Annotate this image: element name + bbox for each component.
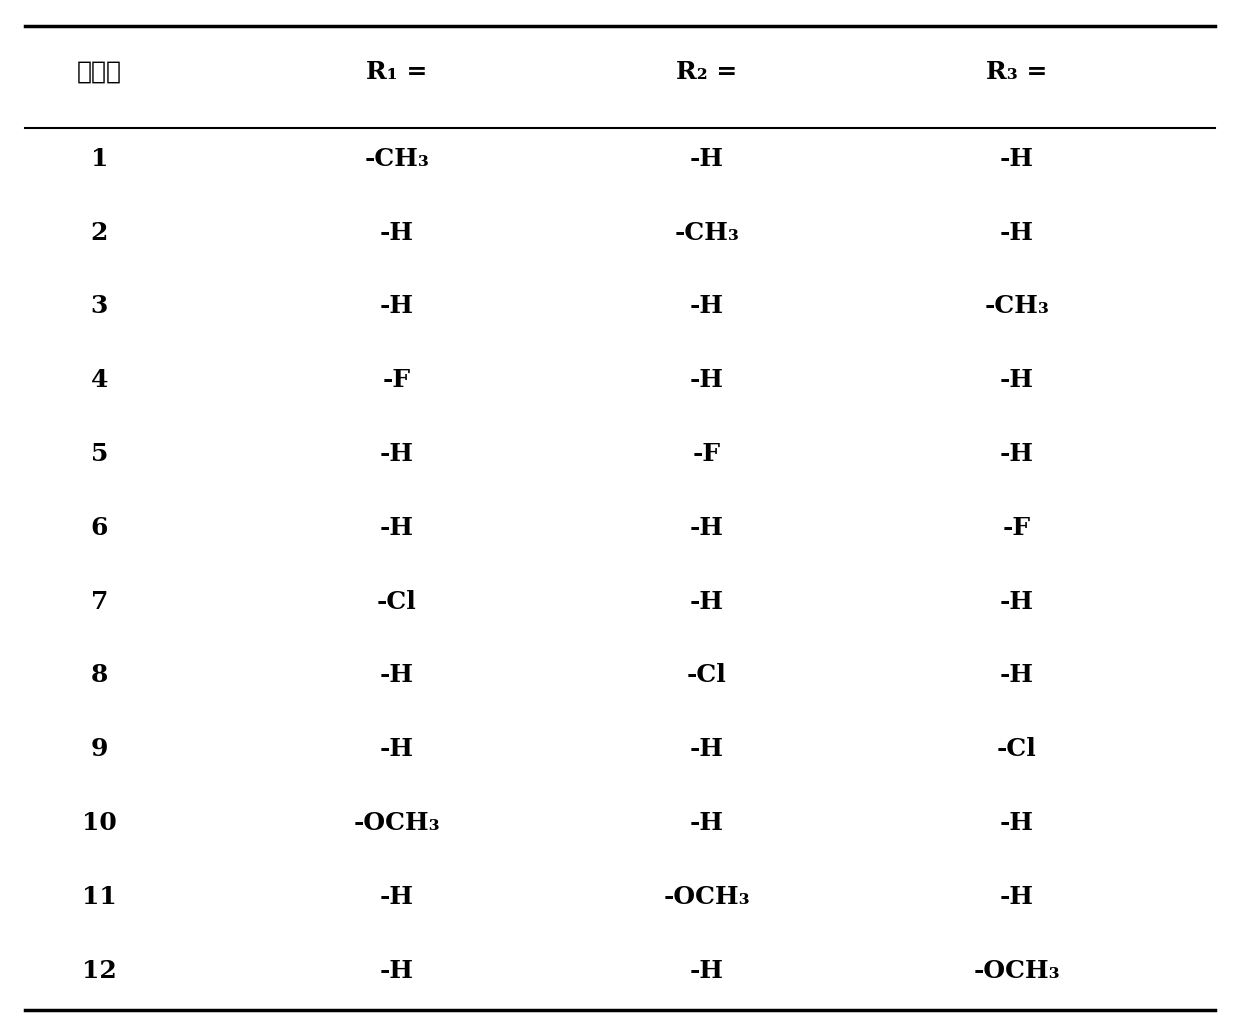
Text: 1: 1	[91, 147, 108, 171]
Text: 7: 7	[91, 589, 108, 614]
Text: 12: 12	[82, 958, 117, 983]
Text: -H: -H	[379, 737, 414, 762]
Text: R₂ =: R₂ =	[676, 59, 738, 84]
Text: -H: -H	[379, 663, 414, 688]
Text: -H: -H	[999, 147, 1034, 171]
Text: -H: -H	[379, 516, 414, 540]
Text: -H: -H	[999, 885, 1034, 909]
Text: 6: 6	[91, 516, 108, 540]
Text: -Cl: -Cl	[687, 663, 727, 688]
Text: -H: -H	[689, 294, 724, 319]
Text: -H: -H	[999, 663, 1034, 688]
Text: -H: -H	[379, 220, 414, 245]
Text: -OCH₃: -OCH₃	[353, 811, 440, 835]
Text: 4: 4	[91, 368, 108, 393]
Text: -CH₃: -CH₃	[365, 147, 429, 171]
Text: -H: -H	[379, 885, 414, 909]
Text: -H: -H	[689, 516, 724, 540]
Text: 5: 5	[91, 442, 108, 466]
Text: -H: -H	[379, 294, 414, 319]
Text: -OCH₃: -OCH₃	[973, 958, 1060, 983]
Text: 3: 3	[91, 294, 108, 319]
Text: -F: -F	[693, 442, 720, 466]
Text: -F: -F	[383, 368, 410, 393]
Text: -H: -H	[689, 737, 724, 762]
Text: -H: -H	[999, 220, 1034, 245]
Text: 9: 9	[91, 737, 108, 762]
Text: -H: -H	[999, 811, 1034, 835]
Text: -CH₃: -CH₃	[675, 220, 739, 245]
Text: -H: -H	[689, 811, 724, 835]
Text: -H: -H	[689, 958, 724, 983]
Text: 化合物: 化合物	[77, 59, 122, 84]
Text: 10: 10	[82, 811, 117, 835]
Text: -H: -H	[379, 958, 414, 983]
Text: -F: -F	[1003, 516, 1030, 540]
Text: -Cl: -Cl	[997, 737, 1037, 762]
Text: -H: -H	[689, 147, 724, 171]
Text: -OCH₃: -OCH₃	[663, 885, 750, 909]
Text: -H: -H	[689, 368, 724, 393]
Text: 11: 11	[82, 885, 117, 909]
Text: -H: -H	[999, 368, 1034, 393]
Text: -Cl: -Cl	[377, 589, 417, 614]
Text: 8: 8	[91, 663, 108, 688]
Text: R₃ =: R₃ =	[986, 59, 1048, 84]
Text: -H: -H	[999, 442, 1034, 466]
Text: -H: -H	[379, 442, 414, 466]
Text: 2: 2	[91, 220, 108, 245]
Text: R₁ =: R₁ =	[366, 59, 428, 84]
Text: -CH₃: -CH₃	[985, 294, 1049, 319]
Text: -H: -H	[999, 589, 1034, 614]
Text: -H: -H	[689, 589, 724, 614]
